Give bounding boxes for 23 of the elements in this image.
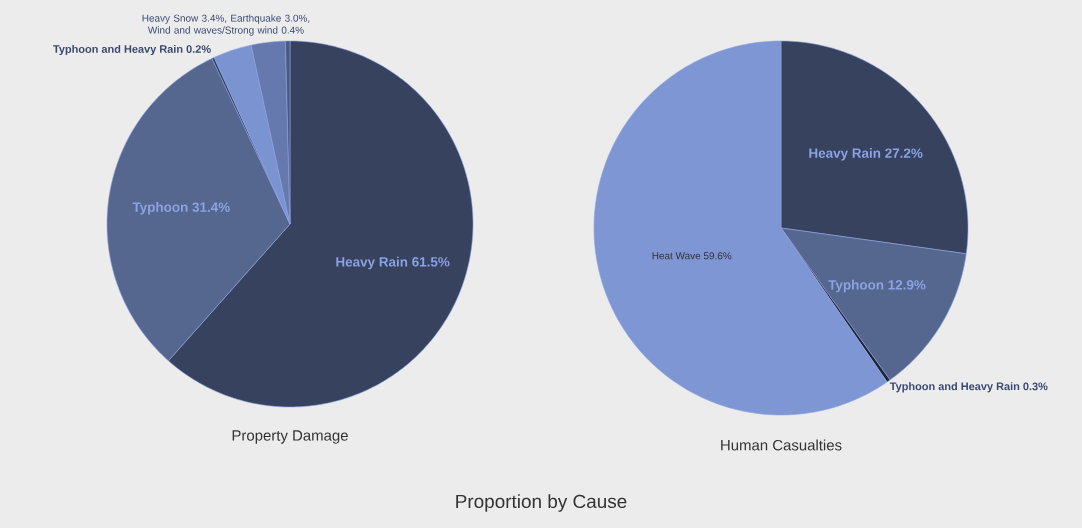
slice-label: Earthquake xyxy=(231,14,281,24)
data-label: 61.5% xyxy=(412,257,450,267)
data-label: 0.2% xyxy=(186,45,211,53)
slice-label: Typhoon and Heavy Rain xyxy=(889,382,1020,393)
data-label: 59.6% xyxy=(703,252,732,260)
slice-label: Typhoon and Heavy Rain xyxy=(53,44,183,56)
slice-label: Wind and waves/Strong wind xyxy=(147,26,278,36)
slice-label: Heavy Rain xyxy=(809,148,881,161)
data-label: 31.4% xyxy=(192,202,230,212)
text: Property Damage xyxy=(232,430,348,444)
slice-label: Typhoon xyxy=(828,279,884,293)
text: Human Casualties xyxy=(721,439,842,451)
slice-label: Typhoon xyxy=(132,202,188,215)
data-label: 3.0%, xyxy=(285,14,310,23)
data-label: 0.3% xyxy=(1023,382,1048,391)
data-label: 12.9% xyxy=(888,280,926,290)
slice-label: Heavy Rain xyxy=(336,256,408,270)
data-label: 27.2% xyxy=(885,148,923,158)
text: Proportion by Cause xyxy=(456,494,627,512)
data-label: 3.4%, xyxy=(201,14,227,23)
slice-label: Heat Wave xyxy=(652,252,701,260)
slice-label: Heavy Snow xyxy=(142,14,199,24)
data-label: 0.4% xyxy=(281,26,304,34)
